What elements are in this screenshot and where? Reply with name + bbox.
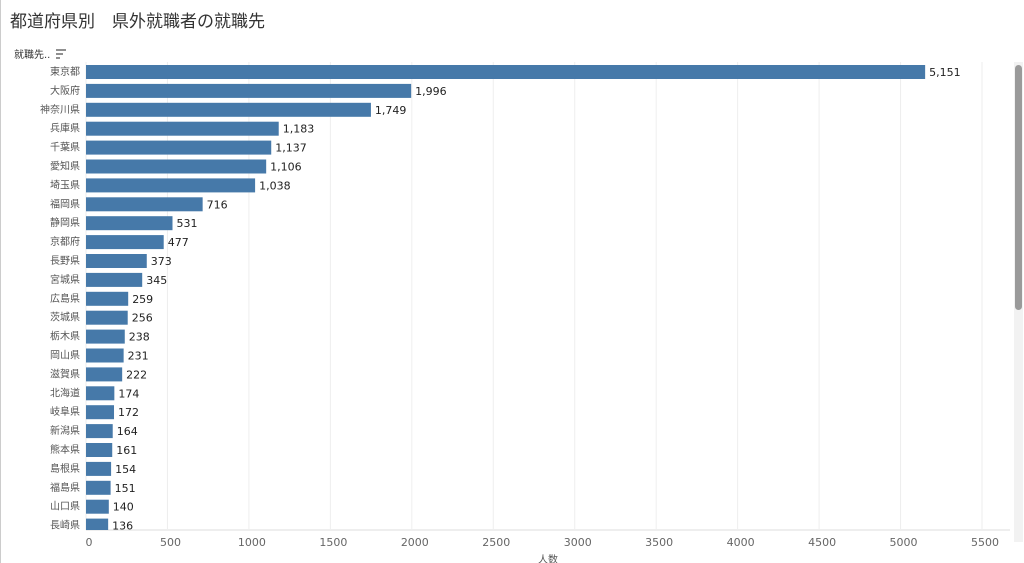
bar	[86, 499, 109, 514]
y-tick-label: 新潟県	[50, 424, 80, 437]
value-label: 222	[126, 368, 147, 381]
value-label: 174	[118, 387, 139, 400]
value-label: 164	[117, 425, 138, 438]
bar	[86, 254, 147, 268]
value-label: 477	[168, 236, 189, 249]
y-tick-label: 千葉県	[50, 141, 80, 154]
bar	[86, 424, 113, 439]
y-tick-label: 北海道	[50, 386, 80, 399]
sort-icon[interactable]	[56, 49, 66, 59]
value-label: 1,996	[415, 85, 447, 98]
bar	[86, 310, 128, 325]
value-label: 716	[207, 198, 228, 211]
bar	[86, 159, 267, 174]
value-label: 373	[151, 255, 172, 268]
y-tick-label: 滋賀県	[50, 367, 80, 380]
bar	[86, 386, 115, 401]
y-tick-label: 福島県	[50, 481, 80, 494]
bar	[86, 291, 129, 306]
bar	[86, 329, 125, 344]
value-label: 151	[115, 482, 136, 495]
bar	[86, 480, 111, 495]
y-axis-title[interactable]: 就職先..	[14, 48, 50, 61]
bar	[86, 140, 272, 155]
bar	[86, 518, 109, 530]
value-label: 1,038	[259, 179, 291, 192]
value-label: 1,749	[375, 104, 407, 117]
y-tick-label: 福岡県	[50, 197, 80, 210]
bar	[86, 197, 203, 212]
value-label: 161	[116, 444, 137, 457]
bar	[86, 272, 143, 287]
x-tick-label: 4000	[727, 536, 755, 549]
y-tick-label: 茨城県	[50, 311, 80, 324]
bar	[86, 405, 115, 420]
value-label: 1,106	[270, 161, 302, 174]
y-tick-label: 岐阜県	[50, 405, 80, 418]
bar	[86, 121, 279, 136]
y-tick-label: 熊本県	[50, 443, 80, 456]
x-tick-label: 1500	[319, 536, 347, 549]
bar	[86, 178, 256, 193]
y-tick-label: 山口県	[50, 501, 80, 513]
bar	[86, 367, 123, 382]
bar	[86, 216, 173, 231]
value-label: 1,137	[275, 142, 307, 155]
y-tick-label: 東京都	[50, 65, 80, 78]
x-axis-title: 人数	[538, 553, 558, 563]
bar	[86, 348, 124, 363]
value-label: 531	[177, 217, 198, 230]
y-tick-label: 静岡県	[50, 216, 80, 229]
y-tick-label: 岡山県	[50, 350, 80, 362]
x-tick-label: 3500	[645, 536, 673, 549]
value-label: 172	[118, 406, 139, 419]
y-tick-label: 愛知県	[50, 160, 80, 173]
bar	[86, 102, 371, 117]
y-tick-label: 宮城県	[50, 273, 80, 286]
x-tick-label: 1000	[238, 536, 266, 549]
x-tick-label: 2000	[401, 536, 429, 549]
x-tick-label: 4500	[808, 536, 836, 549]
y-tick-label: 兵庫県	[50, 122, 80, 135]
bar	[86, 461, 112, 476]
value-label: 5,151	[929, 66, 961, 79]
value-label: 136	[112, 520, 133, 533]
y-tick-label: 神奈川県	[40, 103, 80, 116]
value-label: 1,183	[283, 123, 315, 136]
value-label: 256	[132, 312, 153, 325]
y-tick-label: 長崎県	[50, 519, 80, 532]
x-tick-label: 2500	[482, 536, 510, 549]
bar	[86, 65, 926, 79]
value-label: 140	[113, 501, 134, 514]
x-tick-label: 0	[86, 536, 93, 549]
y-tick-label: 島根県	[50, 462, 80, 475]
value-label: 231	[128, 350, 149, 363]
y-tick-label: 埼玉県	[50, 178, 80, 191]
bar	[86, 83, 412, 98]
y-tick-label: 大阪府	[50, 84, 80, 97]
value-label: 259	[132, 293, 153, 306]
value-label: 345	[146, 274, 167, 287]
value-label: 238	[129, 331, 150, 344]
chart-title: 都道府県別 県外就職者の就職先	[10, 12, 265, 32]
x-tick-label: 5500	[971, 536, 999, 549]
scrollbar-thumb[interactable]	[1015, 65, 1022, 310]
bar	[86, 443, 113, 457]
y-tick-label: 京都府	[50, 235, 80, 248]
bar	[86, 235, 164, 250]
y-tick-label: 長野県	[50, 255, 80, 267]
x-tick-label: 3000	[564, 536, 592, 549]
y-tick-label: 栃木県	[50, 330, 80, 343]
value-label: 154	[115, 463, 136, 476]
x-tick-label: 500	[160, 536, 181, 549]
y-tick-label: 広島県	[50, 292, 80, 305]
x-tick-label: 5000	[890, 536, 918, 549]
